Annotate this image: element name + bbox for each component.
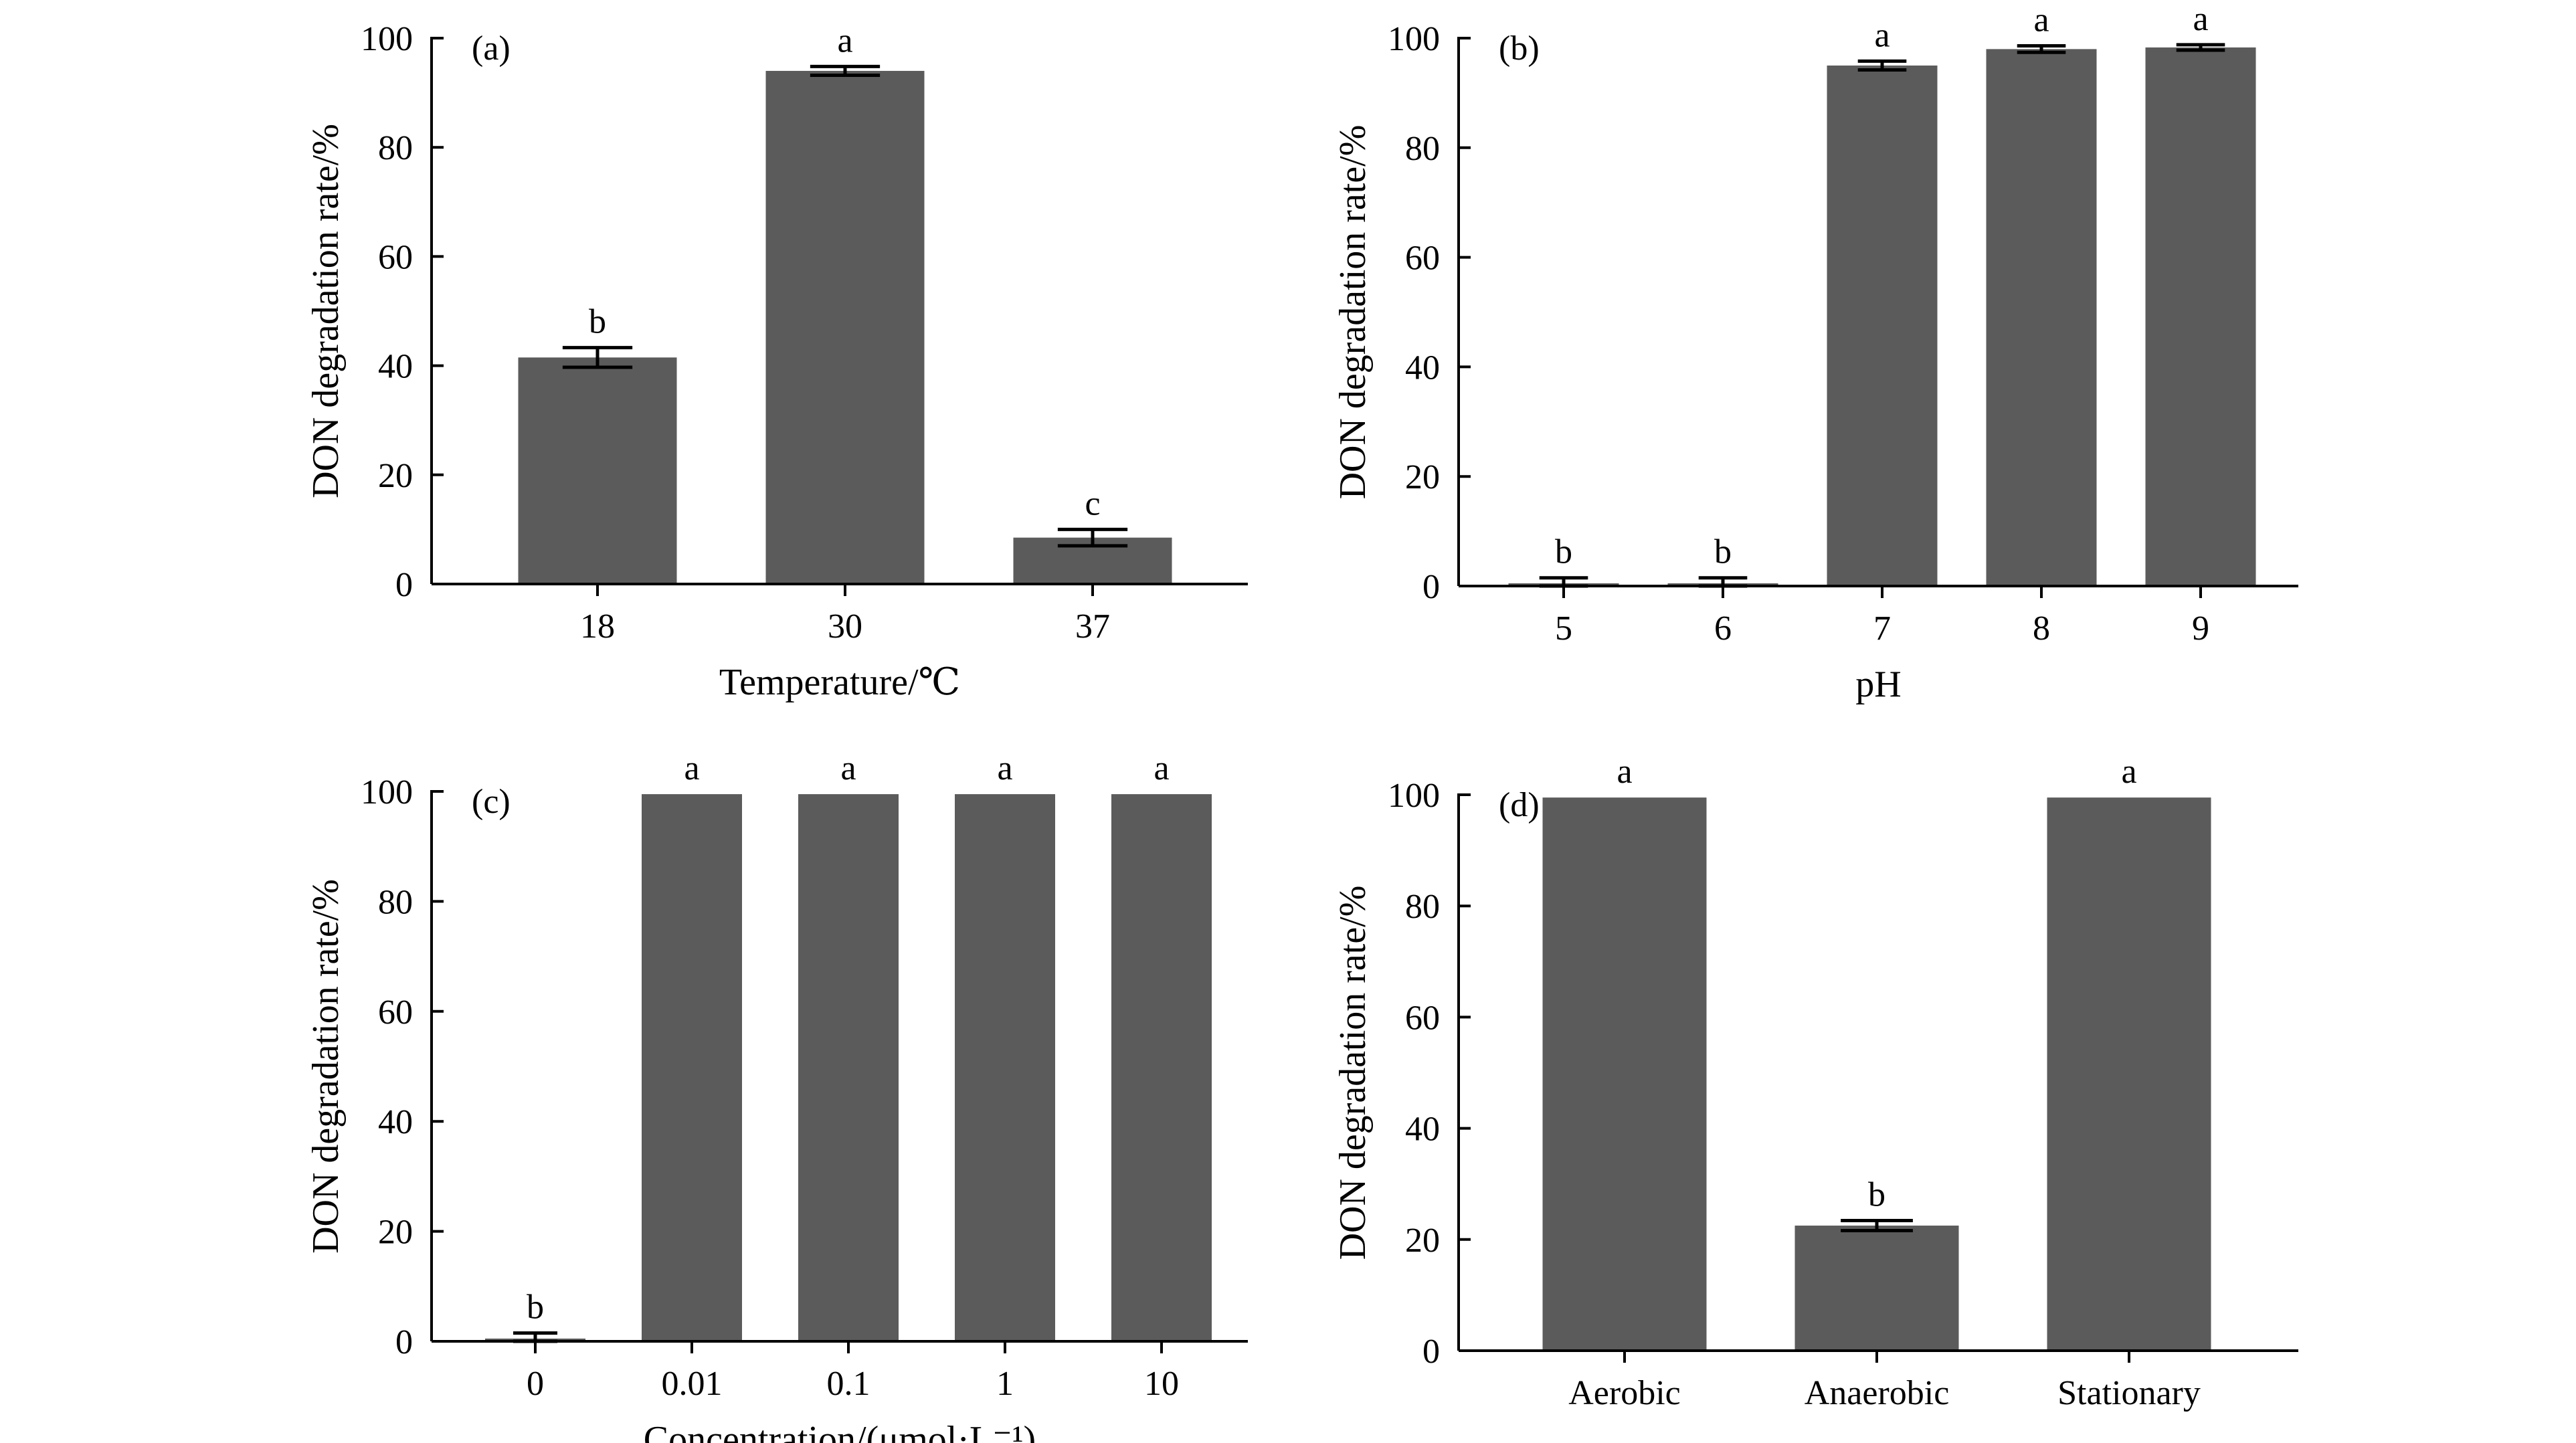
x-tick-label: 30: [828, 607, 862, 646]
y-tick-label: 100: [361, 773, 413, 811]
bar: [518, 357, 677, 584]
x-tick-label: 0.1: [827, 1365, 870, 1403]
y-tick-label: 60: [378, 238, 413, 276]
y-tick-label: 0: [395, 566, 413, 604]
chart-panel-c: b a a a a 0 20 40 60 80 100 0 0.01 0.1 1 10 (c) DON degra…: [305, 749, 1248, 1443]
y-tick-label: 0: [395, 1323, 413, 1361]
y-tick-label: 100: [361, 20, 413, 58]
chart-panel-b: b b a a a 0 20 40 60 80 100 5 6 7 8 9 (b) DON degradation…: [1332, 0, 2298, 705]
bar: [2145, 47, 2256, 587]
x-tick-label: 0.01: [662, 1365, 723, 1403]
x-tick-label: 5: [1555, 609, 1572, 648]
x-tick-label: 18: [580, 607, 615, 646]
bar: [1795, 1226, 1959, 1351]
x-tick-label: 0: [527, 1365, 544, 1403]
x-tick-label: 7: [1873, 609, 1891, 648]
bar: [1542, 797, 1707, 1351]
significance-letter: a: [840, 749, 856, 787]
significance-letter: a: [2121, 753, 2136, 791]
significance-letter: a: [684, 749, 699, 787]
x-tick-label: 6: [1714, 609, 1732, 648]
y-tick-label: 20: [378, 1214, 413, 1252]
y-tick-label: 40: [1405, 349, 1440, 387]
y-tick-label: 20: [1405, 1222, 1440, 1260]
y-axis-title: DON degradation rate/%: [1332, 886, 1374, 1260]
panel-label: (c): [472, 783, 511, 821]
significance-letter: a: [2193, 0, 2208, 38]
bar: [765, 70, 925, 584]
significance-letter: b: [589, 303, 606, 341]
panel-label: (b): [1499, 29, 1540, 68]
significance-letter: a: [997, 749, 1012, 787]
y-tick-label: 40: [378, 348, 413, 386]
y-tick-label: 80: [378, 129, 413, 167]
y-tick-label: 20: [378, 457, 413, 495]
significance-letter: a: [837, 21, 852, 60]
x-tick-label: Aerobic: [1568, 1374, 1680, 1412]
bar: [2047, 797, 2211, 1351]
x-tick-label: Stationary: [2057, 1374, 2201, 1412]
bar: [1827, 65, 1938, 586]
significance-letter: b: [1555, 533, 1572, 571]
x-axis-title: Concentration/(μmol·L⁻¹): [644, 1419, 1036, 1443]
y-tick-label: 100: [1388, 20, 1440, 58]
x-tick-label: 37: [1075, 607, 1110, 646]
y-tick-label: 80: [378, 883, 413, 921]
x-tick-label: 8: [2033, 609, 2050, 648]
chart-panel-a: b a c 0 20 40 60 80 100 18 30 37 (a) DON degradation …: [305, 20, 1248, 703]
x-tick-label: 1: [996, 1365, 1014, 1403]
significance-letter: a: [2033, 1, 2049, 39]
y-axis-title: DON degradation rate/%: [305, 124, 347, 498]
bar: [955, 794, 1055, 1341]
x-axis-title: pH: [1855, 664, 1901, 705]
y-tick-label: 100: [1388, 777, 1440, 815]
y-tick-label: 0: [1422, 1333, 1440, 1371]
chart-panel-d: a b a 0 20 40 60 80 100 Aerobic Anaerobic Stationar…: [1332, 753, 2298, 1412]
bar: [642, 794, 742, 1341]
significance-letter: a: [1154, 749, 1169, 787]
significance-letter: b: [1714, 533, 1732, 571]
panel-label: (a): [472, 29, 511, 68]
x-axis-title: Temperature/℃: [719, 662, 960, 703]
x-tick-label: 10: [1144, 1365, 1179, 1403]
significance-letter: a: [1617, 753, 1632, 791]
significance-letter: b: [1868, 1176, 1885, 1214]
bar: [798, 794, 899, 1341]
significance-letter: c: [1085, 484, 1100, 522]
y-tick-label: 40: [378, 1103, 413, 1141]
y-tick-label: 60: [378, 993, 413, 1032]
bar: [1986, 49, 2097, 586]
significance-letter: a: [1874, 16, 1890, 54]
y-tick-label: 80: [1405, 888, 1440, 926]
y-axis-title: DON degradation rate/%: [1332, 125, 1374, 500]
y-axis-title: DON degradation rate/%: [305, 879, 347, 1254]
y-tick-label: 40: [1405, 1111, 1440, 1149]
y-tick-label: 60: [1405, 239, 1440, 278]
y-tick-label: 60: [1405, 999, 1440, 1037]
significance-letter: b: [527, 1288, 544, 1327]
y-tick-label: 20: [1405, 458, 1440, 496]
y-tick-label: 0: [1422, 568, 1440, 606]
x-tick-label: Anaerobic: [1805, 1374, 1950, 1412]
x-tick-label: 9: [2192, 609, 2209, 648]
y-tick-label: 80: [1405, 130, 1440, 168]
bar: [1111, 794, 1212, 1341]
panel-label: (d): [1499, 786, 1540, 824]
